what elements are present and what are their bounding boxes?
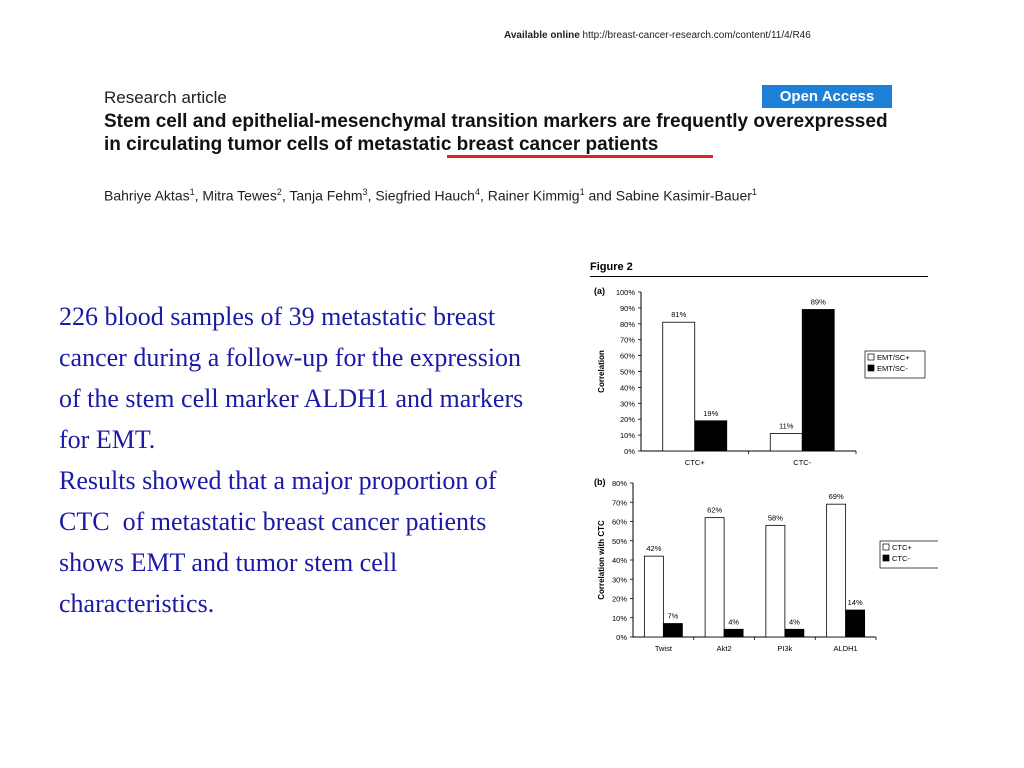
x-tick-label: PI3k: [777, 644, 792, 653]
y-tick-label: 70%: [620, 336, 635, 345]
y-axis-label: Correlation: [597, 350, 606, 393]
bar-value-label: 62%: [707, 506, 722, 515]
legend-swatch: [867, 353, 875, 361]
panel-label: (b): [594, 477, 606, 487]
bar-ctc-: [845, 609, 866, 638]
y-tick-label: 10%: [620, 431, 635, 440]
figure-2-charts: (a) Correlation 0% 10% 20% 30% 40% 50% 60% 70% 80%…: [594, 286, 938, 653]
bar-value-label: 11%: [779, 422, 794, 431]
bar-emt-sc-: [662, 321, 696, 452]
bar-ctc-: [765, 524, 786, 638]
y-tick-label: 0%: [624, 447, 635, 456]
y-tick-label: 70%: [612, 498, 627, 507]
y-tick-label: 30%: [612, 575, 627, 584]
bar-value-label: 69%: [829, 492, 844, 501]
legend-swatch: [867, 364, 875, 372]
legend-swatch: [882, 543, 890, 551]
bar-value-label: 7%: [667, 612, 678, 621]
paper-title: Stem cell and epithelial-mesenchymal tra…: [104, 110, 894, 156]
y-tick-label: 60%: [620, 352, 635, 361]
open-access-badge: Open Access: [762, 85, 892, 108]
author-name: Sabine Kasimir-Bauer: [615, 187, 752, 204]
author-affiliation: 3: [362, 187, 368, 197]
summary-paragraph-1: 226 blood samples of 39 metastatic breas…: [59, 302, 530, 454]
article-url[interactable]: http://breast-cancer-research.com/conten…: [582, 30, 811, 41]
author-affiliation: 4: [474, 187, 480, 197]
bar-emt-sc-: [694, 420, 728, 452]
y-tick-label: 10%: [612, 614, 627, 623]
y-tick-label: 100%: [616, 288, 636, 297]
legend-label: EMT/SC+: [877, 353, 910, 362]
availability-line: Available online http://breast-cancer-re…: [504, 30, 811, 41]
y-tick-label: 50%: [612, 537, 627, 546]
bar-emt-sc-: [801, 309, 835, 452]
summary-paragraph-2: Results showed that a major proportion o…: [59, 466, 504, 618]
bar-value-label: 4%: [789, 617, 800, 626]
bar-value-label: 14%: [848, 598, 863, 607]
author-affiliation: 1: [751, 187, 757, 197]
bar-ctc-: [662, 623, 683, 638]
figure-rule: [590, 276, 928, 277]
legend-label: CTC+: [892, 543, 912, 552]
author-name: Rainer Kimmig: [487, 187, 580, 204]
author-name: Bahriye Aktas: [104, 187, 190, 204]
bar-value-label: 4%: [728, 617, 739, 626]
y-tick-label: 40%: [620, 383, 635, 392]
bar-value-label: 89%: [811, 297, 826, 306]
bar-value-label: 81%: [671, 310, 686, 319]
figure-label: Figure 2: [590, 261, 633, 273]
y-tick-label: 50%: [620, 368, 635, 377]
x-tick-label: Akt2: [717, 644, 732, 653]
article-type: Research article: [104, 88, 227, 107]
author-affiliation: 1: [189, 187, 195, 197]
x-tick-label: ALDH1: [834, 644, 858, 653]
bar-value-label: 58%: [768, 513, 783, 522]
y-tick-label: 80%: [620, 320, 635, 329]
highlight-underline: [447, 155, 713, 158]
bar-ctc-: [643, 555, 664, 638]
legend-swatch: [882, 554, 890, 562]
summary-text: 226 blood samples of 39 metastatic breas…: [59, 296, 539, 624]
legend-label: CTC-: [892, 554, 910, 563]
legend-box: [864, 350, 926, 379]
y-tick-label: 0%: [616, 633, 627, 642]
y-tick-label: 60%: [612, 518, 627, 527]
panel-label: (a): [594, 286, 605, 296]
y-tick-label: 80%: [612, 479, 627, 488]
y-axis-label: Correlation with CTC: [597, 520, 606, 600]
available-label: Available online: [504, 30, 580, 41]
bar-value-label: 19%: [703, 409, 718, 418]
x-tick-label: CTC-: [793, 458, 811, 467]
bar-ctc-: [826, 503, 847, 638]
bar-ctc-: [723, 628, 744, 638]
bar-value-label: 42%: [646, 544, 661, 553]
author-list: Bahriye Aktas1, Mitra Tewes2, Tanja Fehm…: [104, 187, 757, 204]
y-tick-label: 90%: [620, 304, 635, 313]
y-tick-label: 40%: [612, 556, 627, 565]
legend-box: [879, 540, 938, 569]
author-name: Siegfried Hauch: [375, 187, 475, 204]
bar-ctc-: [784, 628, 805, 638]
bar-ctc-: [704, 517, 725, 638]
author-affiliation: 2: [276, 187, 282, 197]
bar-emt-sc-: [769, 433, 803, 452]
y-tick-label: 30%: [620, 399, 635, 408]
author-affiliation: 1: [579, 187, 585, 197]
title-part-2: of metastatic breast cancer patients: [328, 134, 659, 155]
y-tick-label: 20%: [620, 415, 635, 424]
x-tick-label: CTC+: [685, 458, 705, 467]
author-name: Mitra Tewes: [202, 187, 277, 204]
title-highlight: circulating tumor cells: [126, 134, 329, 155]
legend-label: EMT/SC-: [877, 364, 908, 373]
y-tick-label: 20%: [612, 595, 627, 604]
author-name: Tanja Fehm: [289, 187, 363, 204]
title-part-1: Stem cell and epithelial-mesenchymal tra…: [104, 111, 888, 155]
x-tick-label: Twist: [655, 644, 673, 653]
